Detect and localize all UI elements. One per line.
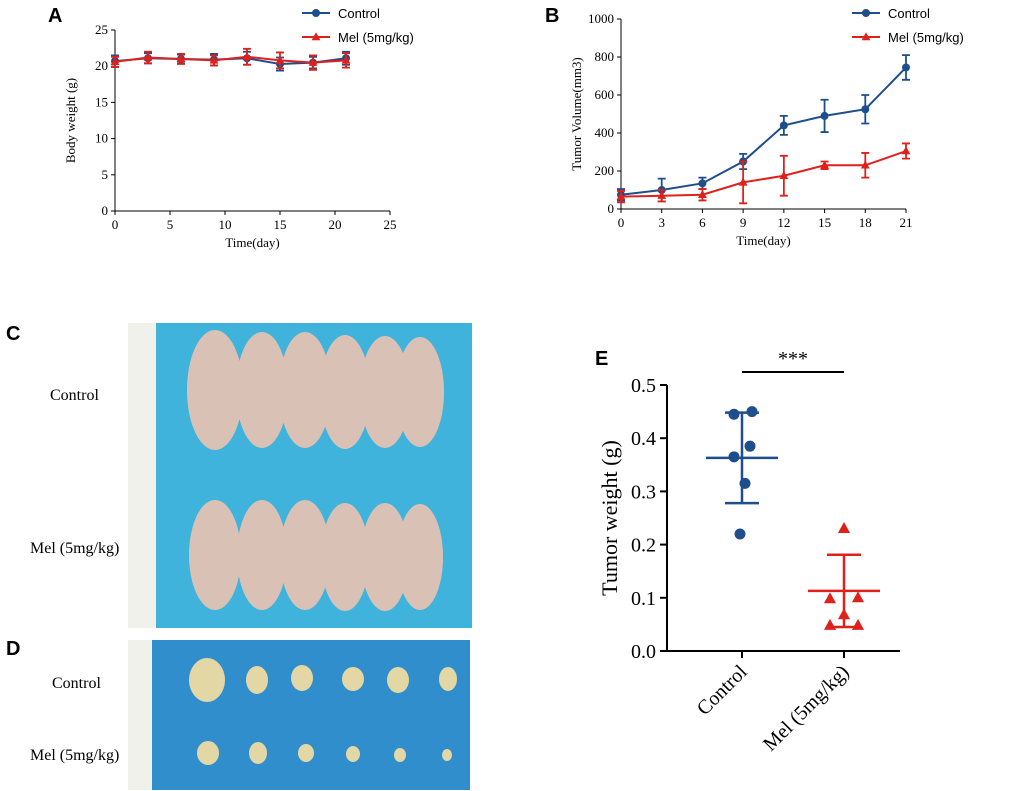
- row-label: Mel (5mg/kg): [30, 540, 119, 557]
- marker: [308, 57, 318, 66]
- marker: [657, 190, 667, 199]
- panel-label: B: [545, 5, 559, 27]
- x-tick-label: 5: [167, 217, 174, 232]
- marker: [616, 191, 626, 200]
- legend-label: Mel (5mg/kg): [338, 30, 414, 45]
- legend-label: Mel (5mg/kg): [888, 30, 964, 45]
- marker: [861, 105, 870, 114]
- marker: [779, 170, 789, 179]
- legend-label: Control: [888, 6, 930, 21]
- x-tick-label: 25: [384, 217, 397, 232]
- marker: [734, 528, 746, 540]
- x-tick-label: 3: [658, 215, 665, 230]
- mice-top: [187, 330, 444, 450]
- x-tick-label: 18: [859, 215, 872, 230]
- marker: [275, 55, 285, 64]
- y-tick-label: 0: [608, 201, 615, 216]
- marker: [341, 55, 351, 64]
- x-axis-label: Time(day): [225, 235, 279, 250]
- marker: [779, 121, 788, 130]
- y-tick-label: 5: [102, 167, 109, 182]
- y-axis-label: Tumor weight (g): [597, 440, 622, 596]
- x-tick-label: 15: [818, 215, 831, 230]
- marker: [851, 591, 865, 603]
- x-tick-label: 0: [618, 215, 625, 230]
- y-tick-label: 0.3: [631, 481, 656, 503]
- sd-bar: [725, 411, 759, 505]
- series-line: [114, 55, 347, 64]
- mice-bottom: [189, 500, 443, 611]
- marker: [728, 408, 740, 420]
- y-tick-label: 0.2: [631, 535, 656, 557]
- marker: [698, 189, 707, 198]
- x-tick-label: 21: [900, 215, 913, 230]
- marker: [738, 177, 748, 186]
- y-tick-label: 15: [95, 94, 108, 109]
- marker: [110, 57, 120, 66]
- marker: [820, 111, 829, 120]
- y-tick-label: 0: [102, 203, 109, 218]
- legend-label: Control: [338, 6, 380, 21]
- x-axis-label: Time(day): [736, 233, 790, 248]
- photo-d: [128, 640, 470, 790]
- marker: [837, 522, 851, 534]
- row-label: Control: [50, 387, 99, 404]
- y-tick-label: 0.0: [631, 641, 656, 663]
- y-tick-label: 600: [595, 87, 615, 102]
- marker: [209, 55, 219, 64]
- marker: [312, 9, 320, 17]
- row-label: Mel (5mg/kg): [30, 747, 119, 764]
- y-tick-label: 1000: [588, 11, 614, 26]
- y-tick-label: 0.1: [631, 588, 656, 610]
- x-tick-label: 15: [274, 217, 287, 232]
- x-tick-label: 0: [112, 217, 119, 232]
- panel-label: A: [48, 5, 62, 27]
- y-axis-label: Tumor Volume(mm3): [569, 57, 584, 171]
- marker: [242, 51, 252, 60]
- x-tick-label: Mel (5mg/kg): [759, 661, 854, 756]
- x-tick-label: 6: [699, 215, 706, 230]
- marker: [862, 9, 870, 17]
- marker: [143, 52, 153, 61]
- y-tick-label: 400: [595, 125, 615, 140]
- significance-label: ***: [778, 348, 808, 370]
- y-axis-label: Body weight (g): [63, 78, 78, 163]
- marker: [860, 160, 870, 169]
- x-tick-label: 12: [777, 215, 790, 230]
- y-tick-label: 25: [95, 22, 108, 37]
- marker: [698, 179, 707, 188]
- ruler: [128, 640, 152, 790]
- series-line: [620, 66, 907, 196]
- y-tick-label: 800: [595, 49, 615, 64]
- panel-label: D: [6, 638, 20, 660]
- x-tick-label: 9: [740, 215, 747, 230]
- marker: [311, 32, 321, 41]
- marker: [861, 32, 871, 41]
- panel-label: E: [595, 348, 608, 370]
- x-tick-label: 20: [329, 217, 342, 232]
- panel-label: C: [6, 323, 20, 345]
- y-tick-label: 20: [95, 58, 108, 73]
- x-tick-label: Control: [693, 661, 752, 720]
- ruler: [128, 323, 156, 628]
- sd-bar: [827, 553, 861, 629]
- marker: [176, 54, 186, 63]
- marker: [823, 592, 837, 604]
- y-tick-label: 10: [95, 131, 108, 146]
- marker: [902, 63, 910, 72]
- marker: [820, 160, 829, 169]
- series-line: [620, 150, 907, 198]
- marker: [744, 440, 756, 452]
- tumors: [189, 658, 457, 765]
- y-tick-label: 0.5: [631, 375, 656, 397]
- row-label: Control: [52, 675, 101, 692]
- marker: [901, 146, 911, 155]
- x-tick-label: 10: [219, 217, 232, 232]
- y-tick-label: 200: [595, 163, 615, 178]
- y-tick-label: 0.4: [631, 428, 656, 450]
